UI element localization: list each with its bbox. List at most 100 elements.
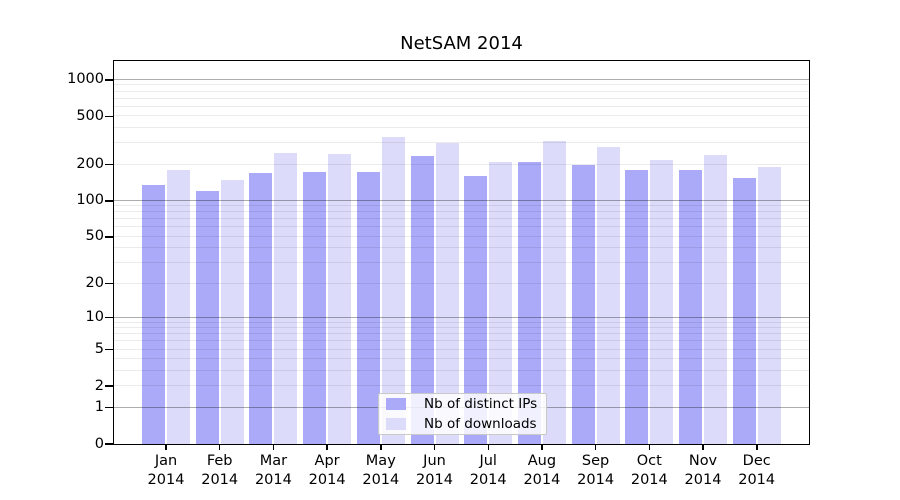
bar-distinct-ips-jan (142, 185, 165, 444)
y-tick-mark (105, 348, 113, 351)
x-tick-label-jul: Jul 2014 (469, 453, 507, 488)
minor-gridline-60 (114, 226, 809, 228)
minor-gridline-30 (114, 262, 809, 263)
y-tick-label-100: 100 (76, 192, 104, 209)
minor-gridline-7 (114, 333, 809, 335)
minor-gridline-70 (114, 218, 809, 220)
legend-label-distinct-ips: Nb of distinct IPs (424, 396, 538, 412)
minor-gridline-2 (114, 385, 809, 387)
y-tick-label-0: 0 (94, 435, 104, 452)
y-tick-mark (105, 443, 113, 445)
minor-gridline-700 (114, 97, 809, 99)
x-tick-mark (433, 445, 436, 450)
bar-downloads-jul (489, 161, 513, 444)
y-tick-label-1000: 1000 (67, 71, 104, 88)
y-tick-mark (105, 316, 113, 319)
legend-swatch-distinct-ips (386, 398, 406, 410)
x-tick-mark (594, 445, 597, 450)
legend-label-downloads: Nb of downloads (424, 416, 537, 432)
bar-distinct-ips-feb (195, 191, 219, 444)
minor-gridline-3 (114, 369, 809, 371)
x-tick-label-apr: Apr 2014 (308, 453, 346, 488)
legend: Nb of distinct IPs Nb of downloads (378, 393, 547, 435)
bar-downloads-may (381, 136, 405, 444)
legend-item-distinct-ips: Nb of distinct IPs (386, 396, 546, 412)
major-gridline-100 (114, 199, 809, 201)
x-tick-mark (272, 445, 275, 450)
x-tick-label-sep: Sep 2014 (577, 453, 615, 488)
bar-downloads-sep (596, 146, 620, 444)
minor-gridline-400 (114, 127, 809, 129)
minor-gridline-90 (114, 205, 809, 207)
bar-distinct-ips-aug (517, 161, 541, 444)
minor-gridline-500 (114, 115, 809, 117)
x-tick-mark (756, 445, 758, 450)
minor-gridline-800 (114, 90, 809, 92)
bar-downloads-dec (757, 167, 781, 444)
x-tick-label-jun: Jun 2014 (416, 453, 453, 488)
chart-title: NetSAM 2014 (400, 33, 523, 54)
y-tick-mark (105, 406, 113, 409)
y-tick-mark (105, 282, 113, 285)
y-tick-mark (105, 200, 113, 202)
bar-downloads-aug (542, 140, 566, 444)
minor-gridline-900 (114, 84, 809, 86)
bar-downloads-feb (220, 179, 244, 444)
minor-gridline-6 (114, 340, 809, 342)
bar-distinct-ips-oct (625, 170, 649, 444)
y-tick-mark (105, 385, 113, 387)
minor-gridline-4 (114, 358, 809, 360)
x-tick-mark (487, 445, 489, 450)
x-tick-label-oct: Oct 2014 (630, 453, 668, 488)
bar-distinct-ips-jun (410, 156, 434, 444)
minor-gridline-600 (114, 105, 809, 107)
major-gridline-10 (114, 316, 809, 318)
x-tick-mark (541, 445, 543, 450)
x-tick-label-mar: Mar 2014 (254, 453, 292, 488)
legend-item-downloads: Nb of downloads (386, 416, 546, 432)
minor-gridline-5 (114, 348, 809, 350)
bar-distinct-ips-sep (571, 164, 595, 444)
x-tick-label-may: May 2014 (362, 453, 400, 488)
y-tick-mark (105, 115, 113, 118)
x-tick-label-nov: Nov 2014 (684, 453, 722, 488)
bar-distinct-ips-mar (249, 173, 273, 444)
x-tick-mark (218, 445, 221, 450)
x-tick-mark (326, 445, 328, 450)
bar-downloads-oct (650, 159, 674, 444)
bar-downloads-mar (274, 152, 298, 444)
y-tick-label-2: 2 (94, 377, 104, 394)
x-tick-mark (380, 445, 382, 450)
minor-gridline-200 (114, 163, 809, 165)
bar-distinct-ips-may (356, 171, 380, 444)
minor-gridline-20 (114, 282, 809, 284)
bar-downloads-apr (328, 153, 352, 444)
y-tick-label-50: 50 (85, 228, 104, 245)
bar-downloads-nov (704, 154, 727, 444)
bar-distinct-ips-jul (464, 176, 488, 444)
minor-gridline-80 (114, 211, 809, 213)
minor-gridline-50 (114, 235, 809, 237)
minor-gridline-9 (114, 321, 809, 323)
legend-swatch-downloads (386, 418, 406, 430)
plot-area (113, 60, 810, 445)
x-tick-label-feb: Feb 2014 (201, 453, 239, 488)
bar-distinct-ips-nov (679, 170, 702, 444)
minor-gridline-8 (114, 327, 809, 329)
x-tick-label-dec: Dec 2014 (738, 453, 776, 488)
y-tick-mark (105, 163, 113, 166)
bar-downloads-jun (435, 143, 459, 444)
major-gridline-1000 (114, 78, 809, 80)
y-tick-label-200: 200 (76, 156, 104, 172)
bar-distinct-ips-apr (303, 171, 327, 444)
y-tick-label-1: 1 (94, 399, 104, 415)
x-tick-label-aug: Aug 2014 (523, 453, 561, 488)
y-tick-label-10: 10 (85, 309, 104, 326)
y-tick-mark (105, 79, 113, 81)
y-tick-label-20: 20 (85, 275, 104, 291)
x-tick-mark (702, 445, 704, 450)
y-tick-label-500: 500 (76, 107, 104, 124)
x-tick-label-jan: Jan 2014 (147, 453, 185, 488)
y-tick-label-5: 5 (94, 341, 104, 358)
